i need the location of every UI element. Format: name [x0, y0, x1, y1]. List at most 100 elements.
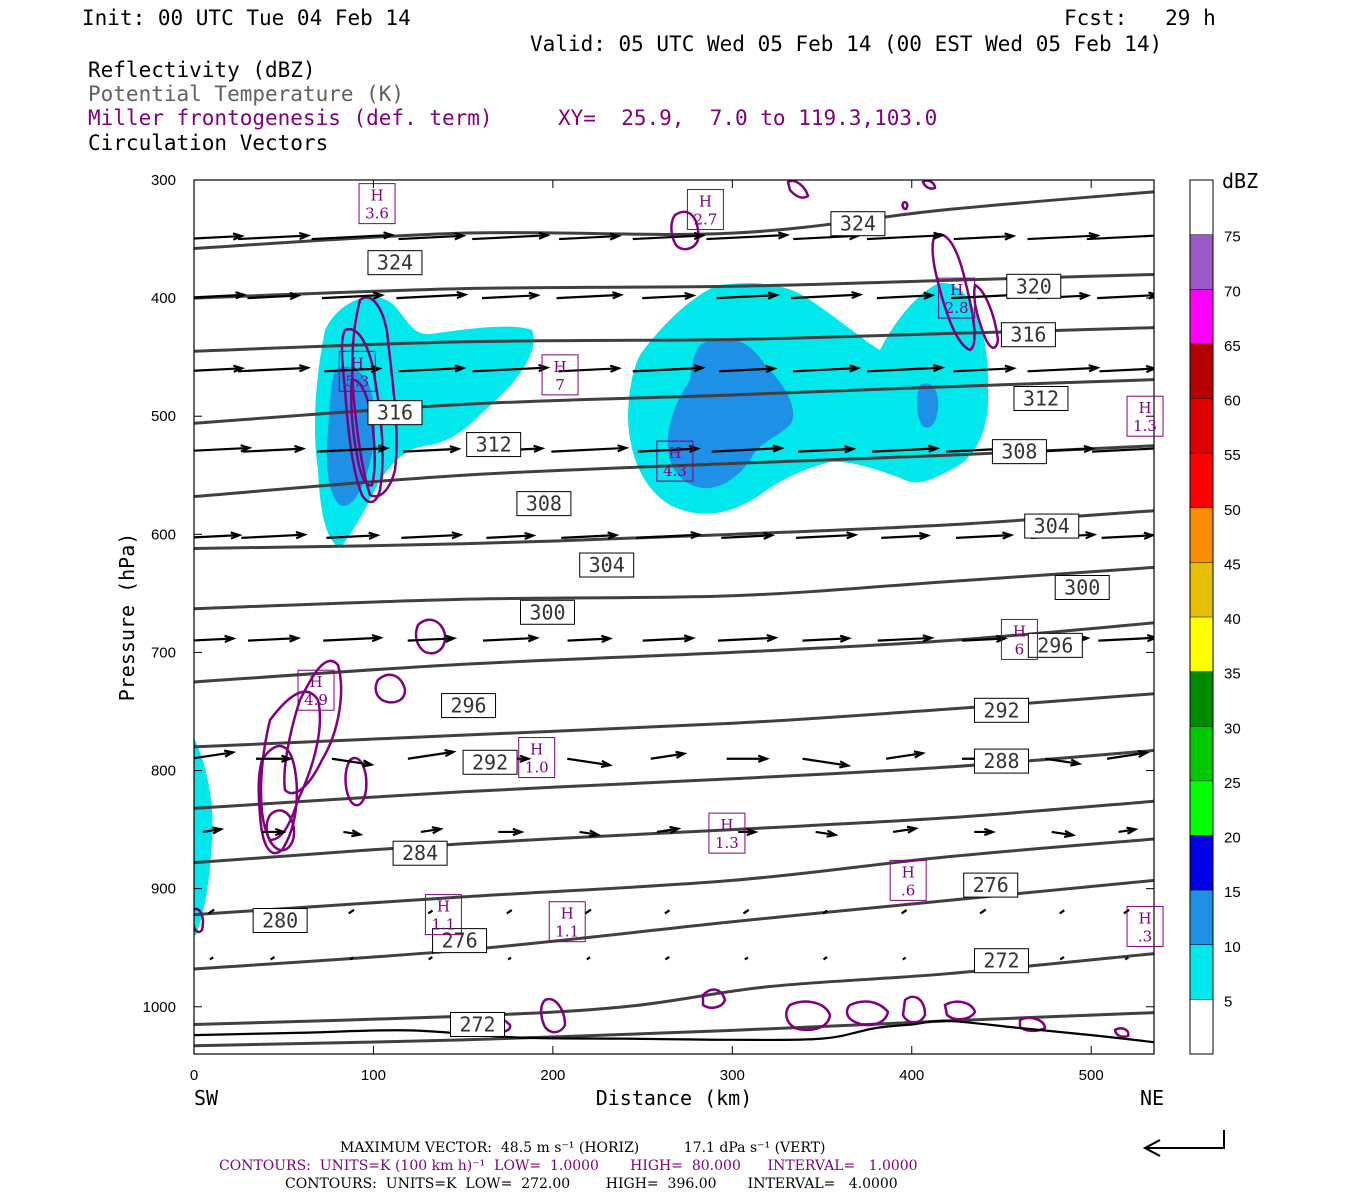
colorbar-swatch: [1190, 999, 1213, 1054]
fronto-max-h: H: [554, 358, 567, 376]
circulation-vector-head: [445, 634, 458, 643]
fronto-max-value: .6: [901, 881, 915, 899]
circulation-vector: [556, 293, 621, 300]
circulation-vector: [1097, 294, 1154, 300]
circulation-vector-head: [533, 444, 546, 453]
circulation-vector-head: [690, 530, 703, 540]
theta-label-box: [973, 948, 1029, 974]
circulation-vector: [420, 827, 441, 834]
circulation-vector: [551, 446, 627, 453]
circulation-vector-head: [932, 363, 946, 373]
colorbar-swatch: [1190, 671, 1213, 727]
y-tick-label: 500: [151, 408, 176, 425]
fronto-max-h: H: [699, 193, 712, 211]
circulation-vector: [194, 293, 245, 299]
circulation-vector-head: [294, 444, 307, 454]
fronto-max-label: H.3: [1126, 905, 1164, 947]
theta-label-text: 304: [589, 553, 625, 577]
theta-contour-312: [194, 378, 1154, 425]
circulation-vector-head: [675, 750, 688, 759]
circulation-vector-head: [1148, 291, 1154, 300]
circulation-vector-head: [839, 634, 852, 643]
theta-label-text: 312: [1023, 387, 1059, 411]
circulation-vector: [242, 447, 303, 453]
fronto-max-value: 6: [1015, 640, 1025, 658]
circulation-vector: [1027, 234, 1098, 241]
fronto-max-value: 2.8: [945, 299, 969, 317]
colorbar-level-label: 25: [1224, 775, 1241, 792]
circulation-vector: [953, 234, 1014, 241]
circulation-vector: [194, 234, 242, 240]
circulation-vector: [797, 447, 854, 453]
circulation-vector: [718, 367, 775, 373]
theta-contour-304: [194, 509, 1154, 550]
dbz-colorbar: 5 10 15 20 25 30 35 40 45 50 55 60 65 70 75: [1189, 179, 1241, 1055]
circulation-vector-head: [235, 291, 248, 300]
circulation-vector: [876, 294, 933, 300]
y-tick-label: 1000: [143, 999, 176, 1016]
circulation-vector: [664, 956, 670, 961]
circulation-vector: [822, 909, 828, 915]
colorbar-swatch: [1190, 343, 1213, 399]
circulation-vector-head: [274, 827, 287, 837]
circulation-vector-head: [383, 231, 396, 240]
theta-contour-labels: 324 324 320 316 316 312 312 308 308 304 304 300 300 2…: [252, 211, 1110, 1037]
x-tick-label: 200: [540, 1067, 565, 1084]
circulation-vector: [401, 533, 461, 539]
theta-label-box: [1024, 513, 1080, 539]
theta-label-box: [462, 749, 518, 775]
circulation-vector-head: [456, 290, 469, 300]
theta-label-text: 316: [1010, 323, 1046, 347]
circulation-vector: [885, 752, 923, 760]
fronto-max-value: 4.9: [304, 691, 328, 709]
circulation-vector: [427, 909, 434, 915]
circulation-vector: [270, 956, 276, 961]
reflectivity-area-5dbz: [194, 738, 213, 935]
circulation-vector-head: [933, 231, 946, 240]
colorbar-level-label: 60: [1224, 393, 1241, 410]
fronto-max-label: H1.3: [1126, 395, 1164, 437]
circulation-vector-head: [1126, 826, 1139, 835]
fronto-max-h: H: [902, 863, 915, 881]
theta-label-box: [432, 928, 488, 954]
circulation-vector: [324, 367, 380, 373]
theta-label-text: 296: [1037, 633, 1073, 657]
theta-label-box: [441, 693, 497, 719]
circulation-vector: [207, 908, 215, 915]
fronto-max-box: [656, 440, 694, 482]
y-tick-label: 400: [151, 290, 176, 307]
circulation-vector: [194, 751, 234, 760]
cross-section-endpoints: XY= 25.9, 7.0 to 119.3,103.0: [558, 106, 938, 130]
circulation-vector: [321, 294, 382, 300]
fronto-max-value: 1.0: [525, 759, 549, 777]
fronto-max-box: [338, 350, 376, 392]
circulation-vector: [866, 234, 943, 241]
circulation-vector: [194, 534, 240, 539]
fronto-max-h: H: [950, 281, 963, 299]
init-time: Init: 00 UTC Tue 04 Feb 14: [82, 6, 411, 30]
circulation-vector: [900, 909, 908, 915]
y-tick-label: 800: [151, 763, 176, 780]
circulation-vector: [902, 956, 907, 961]
circulation-vector-head: [233, 364, 246, 373]
circulation-vector-head: [757, 754, 770, 763]
circulation-vector: [1051, 830, 1074, 837]
colorbar-level-label: 45: [1224, 556, 1241, 573]
fronto-contour-note: CONTOURS: UNITS=K (100 km h)⁻¹ LOW= 1.00…: [219, 1158, 918, 1174]
fronto-max-value: 5.3: [345, 372, 369, 390]
circulation-vector: [316, 447, 387, 453]
circulation-vector: [561, 534, 617, 539]
theta-label: 280: [252, 908, 308, 934]
theta-contour-note: CONTOURS: UNITS=K LOW= 272.00 HIGH= 396.…: [285, 1176, 898, 1192]
theta-label: 324: [367, 250, 423, 276]
circulation-vector-head: [669, 825, 682, 835]
circulation-vector-head: [913, 750, 926, 759]
colorbar-level-label: 70: [1224, 283, 1241, 300]
theta-label: 276: [963, 872, 1019, 898]
circulation-vector-head: [1004, 364, 1017, 373]
circulation-vector-head: [906, 825, 919, 834]
circulation-vector-head: [524, 531, 537, 541]
fronto-max-value: 1.1: [555, 923, 579, 941]
circulation-vector: [796, 533, 856, 539]
circulation-vector-head: [451, 531, 464, 540]
